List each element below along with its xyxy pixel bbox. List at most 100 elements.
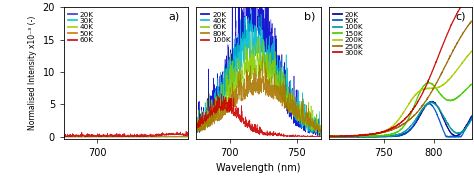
Line: 60K: 60K xyxy=(64,131,189,137)
50K xyxy=(335,136,340,138)
50K xyxy=(417,113,422,116)
150K xyxy=(409,111,415,113)
30K xyxy=(186,136,191,138)
30K xyxy=(173,136,179,138)
40K xyxy=(224,84,229,86)
50K xyxy=(426,102,432,104)
20K xyxy=(96,135,102,138)
30K xyxy=(96,135,102,138)
80K xyxy=(317,131,322,133)
40K xyxy=(158,136,164,138)
60K xyxy=(61,135,67,137)
60K xyxy=(233,85,238,87)
50K xyxy=(143,136,149,138)
60K xyxy=(316,132,321,134)
40K xyxy=(318,125,324,127)
Line: 80K: 80K xyxy=(196,57,321,132)
150K xyxy=(326,136,331,138)
100K xyxy=(435,106,440,108)
100K xyxy=(449,129,455,131)
20K xyxy=(158,136,164,138)
20K xyxy=(315,135,320,137)
40K xyxy=(186,136,191,138)
80K xyxy=(224,106,229,108)
50K xyxy=(91,135,97,138)
200K xyxy=(335,135,340,137)
300K xyxy=(326,136,331,138)
40K xyxy=(159,136,164,138)
30K xyxy=(143,136,149,138)
20K xyxy=(173,136,179,138)
80K xyxy=(318,128,324,130)
20K xyxy=(186,136,191,138)
Text: a): a) xyxy=(168,11,180,21)
40K xyxy=(143,136,149,138)
50K xyxy=(173,136,179,138)
60K xyxy=(275,89,281,91)
100K xyxy=(224,108,230,110)
200K xyxy=(327,136,332,138)
Legend: 20K, 50K, 100K, 150K, 200K, 250K, 300K: 20K, 50K, 100K, 150K, 200K, 250K, 300K xyxy=(332,11,364,57)
80K xyxy=(291,114,296,116)
60K xyxy=(173,134,179,136)
20K xyxy=(306,132,311,134)
200K xyxy=(434,86,440,88)
20K xyxy=(275,67,281,70)
40K xyxy=(291,109,296,111)
80K xyxy=(275,96,281,98)
60K xyxy=(193,123,199,125)
250K xyxy=(417,108,423,110)
50K xyxy=(434,113,440,116)
20K xyxy=(131,135,137,137)
Line: 20K: 20K xyxy=(328,101,472,137)
200K xyxy=(449,75,455,77)
50K xyxy=(412,121,418,124)
60K xyxy=(92,134,98,136)
100K xyxy=(413,118,419,121)
20K xyxy=(449,133,455,135)
100K xyxy=(336,136,341,138)
20K xyxy=(92,136,98,138)
150K xyxy=(435,89,440,91)
300K xyxy=(417,98,422,100)
60K xyxy=(158,134,164,136)
20K xyxy=(417,114,423,117)
X-axis label: Wavelength (nm): Wavelength (nm) xyxy=(216,163,301,173)
250K xyxy=(434,81,440,83)
150K xyxy=(413,101,419,103)
50K xyxy=(100,136,106,138)
60K xyxy=(96,133,102,135)
200K xyxy=(326,135,331,138)
100K xyxy=(306,135,311,137)
50K xyxy=(61,136,67,138)
50K xyxy=(170,136,176,138)
40K xyxy=(193,127,199,129)
80K xyxy=(259,56,265,58)
Line: 100K: 100K xyxy=(196,94,321,137)
100K xyxy=(291,134,296,136)
20K xyxy=(233,5,238,7)
250K xyxy=(335,135,340,137)
60K xyxy=(143,135,149,138)
40K xyxy=(97,135,103,137)
40K xyxy=(61,135,67,138)
20K xyxy=(429,100,435,102)
60K xyxy=(318,127,324,129)
Line: 250K: 250K xyxy=(328,21,472,137)
60K xyxy=(306,123,311,125)
30K xyxy=(61,136,67,138)
100K xyxy=(219,93,224,95)
150K xyxy=(326,136,331,138)
20K xyxy=(318,128,324,130)
50K xyxy=(409,127,414,129)
30K xyxy=(92,136,98,138)
250K xyxy=(413,113,419,115)
20K xyxy=(413,122,419,124)
150K xyxy=(469,83,474,85)
50K xyxy=(326,135,331,137)
100K xyxy=(193,126,199,128)
50K xyxy=(469,117,474,119)
40K xyxy=(173,135,179,138)
50K xyxy=(186,136,191,138)
40K xyxy=(91,136,97,138)
